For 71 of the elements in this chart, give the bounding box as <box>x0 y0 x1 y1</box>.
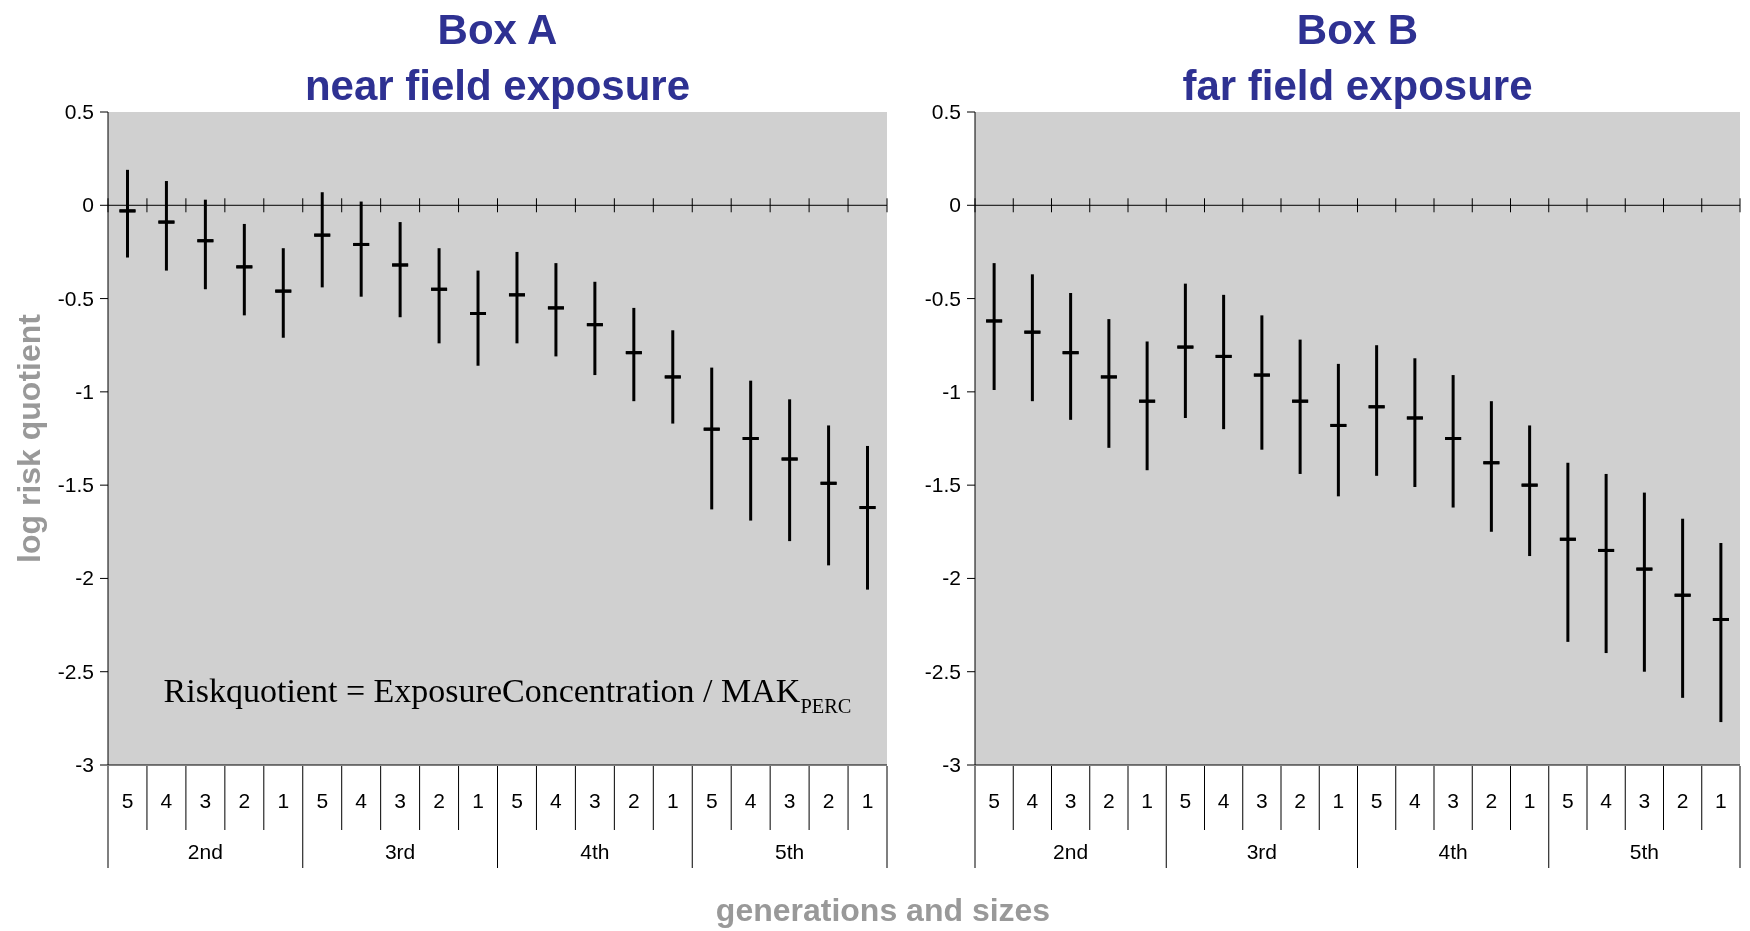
x-tick-label: 5 <box>1179 789 1192 812</box>
x-tick-label: 5 <box>121 789 134 812</box>
x-tick-label: 1 <box>861 789 874 812</box>
x-tick-label: 5 <box>988 789 1000 812</box>
text: 5th <box>1629 840 1659 863</box>
x-tick-label: 3 <box>1638 789 1651 812</box>
x-tick-label: 3 <box>1447 789 1459 812</box>
x-tick-label: 1 <box>1332 789 1345 812</box>
y-tick-label: -3 <box>942 753 961 776</box>
y-tick-label: -1.5 <box>924 473 961 497</box>
text: 4th <box>1438 840 1468 863</box>
x-tick-label: 4 <box>1600 789 1613 812</box>
y-tick-label: -2 <box>75 566 94 590</box>
x-tick-label: 3 <box>199 789 212 812</box>
x-tick-label: 4 <box>160 789 173 812</box>
x-tick-label: 2 <box>1103 789 1115 812</box>
x-tick-label: 1 <box>666 789 679 812</box>
x-tick-label: 1 <box>1523 789 1536 812</box>
x-tick-label: 5 <box>705 789 718 812</box>
y-tick-label: 0.5 <box>931 100 961 123</box>
x-tick-label: 2 <box>1676 789 1689 812</box>
x-tick-label: 1 <box>1141 789 1153 812</box>
annotation: Riskquotient = ExposureConcentration / MAK$_{PERC}$ <box>163 672 852 717</box>
x-tick-label: 3 <box>783 789 796 812</box>
chart-title: Box B <box>1296 6 1419 53</box>
y-tick-label: -2 <box>942 566 961 590</box>
text: 2nd <box>1053 840 1089 863</box>
text: 5th <box>775 840 805 863</box>
x-tick-label: 2 <box>433 789 445 812</box>
x-tick-label: 1 <box>472 789 484 812</box>
x-tick-label: 4 <box>355 789 368 812</box>
y-tick-label: -2.5 <box>924 659 961 683</box>
x-tick-label: 3 <box>589 789 601 812</box>
x-tick-label: 4 <box>744 789 757 812</box>
x-tick-label: 5 <box>1562 789 1574 812</box>
x-tick-label: 1 <box>1715 789 1727 812</box>
x-tick-label: 4 <box>1026 789 1039 812</box>
y-tick-label: -0.5 <box>57 286 94 310</box>
chart-subtitle: near field exposure <box>304 62 691 109</box>
y-tick-label: -1.5 <box>57 473 94 497</box>
x-tick-label: 2 <box>1294 789 1306 812</box>
chart-subtitle: far field exposure <box>1182 62 1533 109</box>
text: 3rd <box>1246 840 1278 863</box>
y-tick-label: 0 <box>949 193 961 217</box>
x-tick-label: 2 <box>627 789 640 812</box>
x-tick-label: 2 <box>1485 789 1498 812</box>
y-tick-label: -1 <box>942 379 961 403</box>
y-axis-title: log risk quotient <box>11 313 47 563</box>
x-tick-label: 5 <box>1370 789 1383 812</box>
x-tick-label: 4 <box>1217 789 1230 812</box>
x-tick-label: 3 <box>394 789 406 812</box>
text: 3rd <box>384 840 416 863</box>
x-tick-label: 1 <box>277 789 290 812</box>
x-tick-label: 5 <box>316 789 329 812</box>
y-tick-label: 0.5 <box>64 100 94 123</box>
y-tick-label: -0.5 <box>924 286 961 310</box>
x-tick-label: 5 <box>511 789 523 812</box>
x-tick-label: 4 <box>1409 789 1422 812</box>
chart-title: Box A <box>437 6 558 53</box>
text: 2nd <box>187 840 223 863</box>
x-tick-label: 3 <box>1256 789 1268 812</box>
y-tick-label: -3 <box>75 753 94 776</box>
x-tick-label: 3 <box>1064 789 1077 812</box>
y-tick-label: 0 <box>82 193 94 217</box>
x-tick-label: 2 <box>238 789 251 812</box>
text: 4th <box>580 840 610 863</box>
y-tick-label: -2.5 <box>57 659 94 683</box>
y-tick-label: -1 <box>75 379 94 403</box>
x-tick-label: 4 <box>550 789 563 812</box>
x-axis-title: generations and sizes <box>715 892 1051 928</box>
x-tick-label: 2 <box>822 789 835 812</box>
